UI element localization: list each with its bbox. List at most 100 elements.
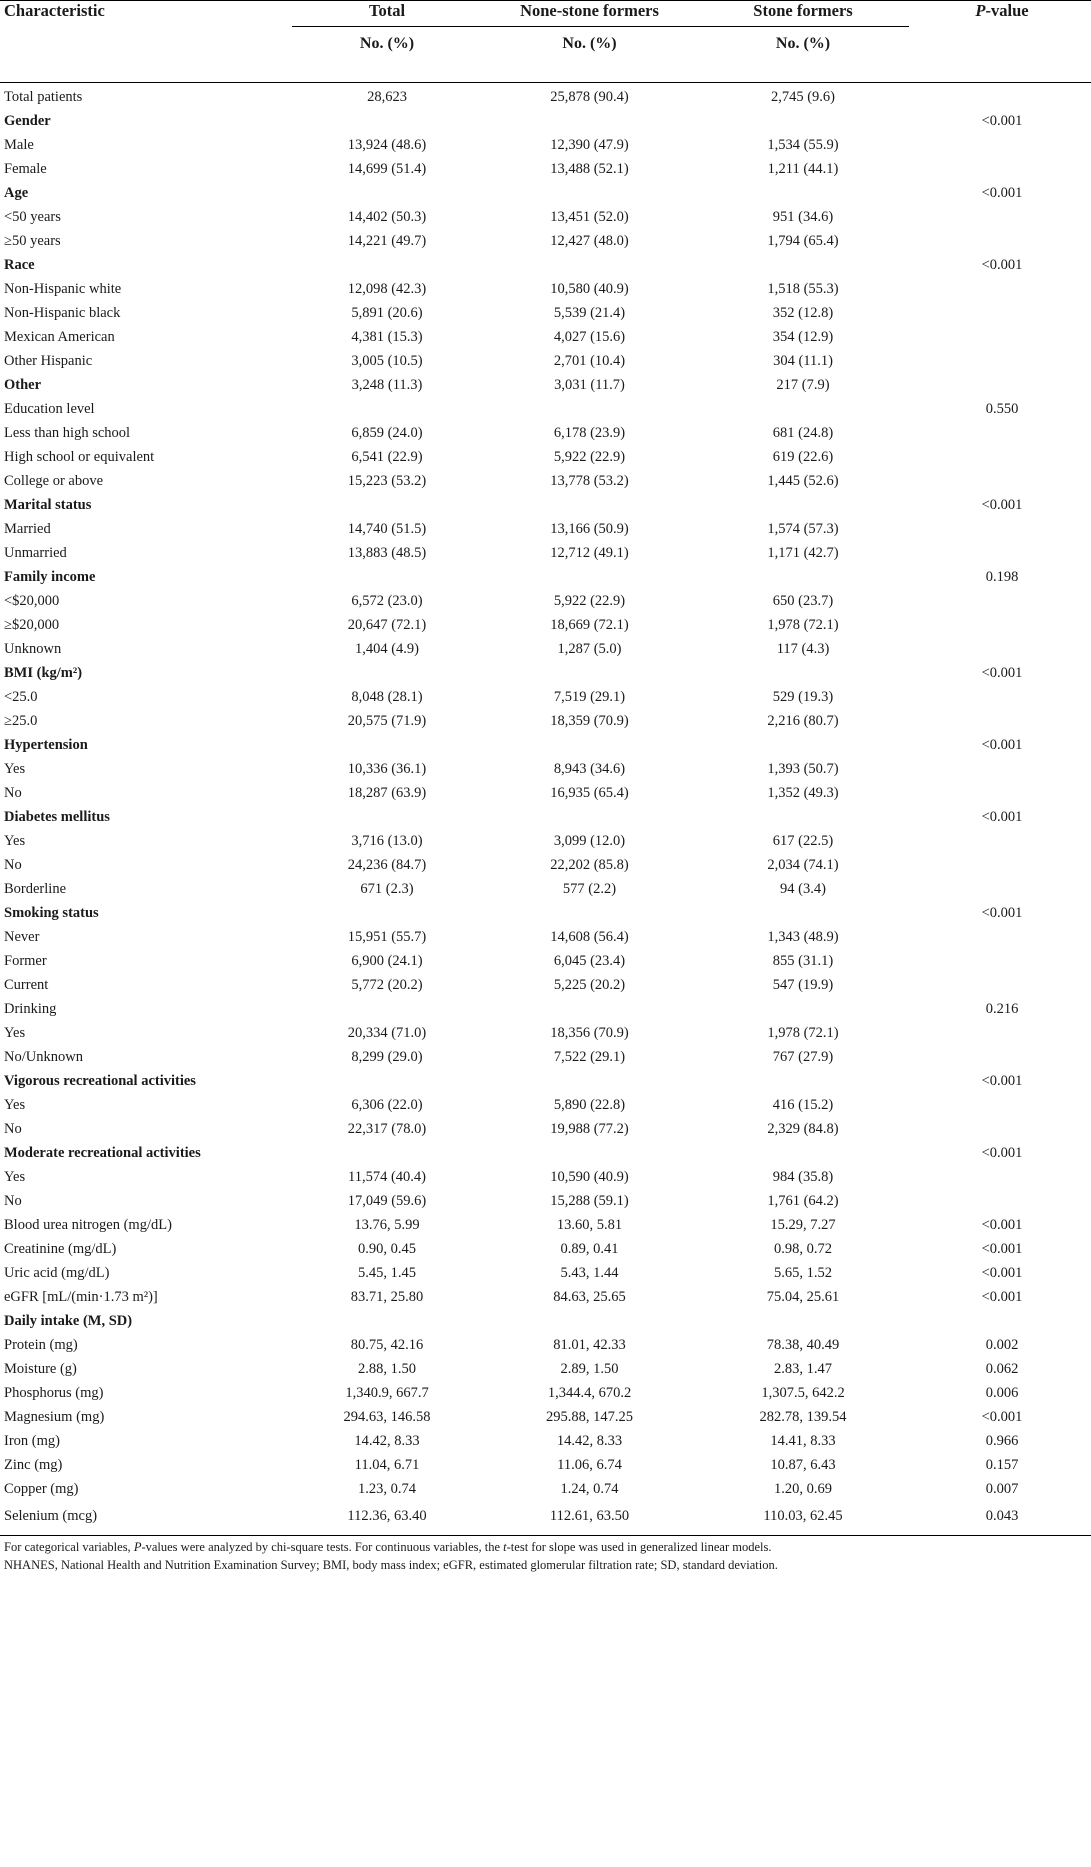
row-label: Former <box>4 953 47 969</box>
table-row: Blood urea nitrogen (mg/dL) 13.76, 5.99 13… <box>0 1213 1091 1237</box>
table-section-row: Daily intake (M, SD) <box>0 1309 1091 1333</box>
row-label: Other Hispanic <box>4 353 93 369</box>
cell-stone: 282.78, 139.54 <box>759 1409 847 1425</box>
cell-total: 83.71, 25.80 <box>350 1289 424 1305</box>
subheader-none-stone: No. (%) <box>482 26 697 83</box>
table-row: Mexican American 4,381 (15.3) 4,027 (15.6)… <box>0 325 1091 349</box>
cell-p-value <box>909 685 1091 709</box>
subheader-total: No. (%) <box>292 26 482 83</box>
cell-p-value <box>909 1309 1091 1333</box>
cell-p-value: 0.002 <box>985 1337 1019 1353</box>
table-row: Uric acid (mg/dL) 5.45, 1.45 5.43, 1.44 5.6… <box>0 1261 1091 1285</box>
cell-none-stone <box>482 733 697 757</box>
row-label: No <box>4 785 22 801</box>
cell-p-value <box>909 157 1091 181</box>
row-label: Male <box>4 137 34 153</box>
cell-none-stone: 16,935 (65.4) <box>550 785 629 801</box>
row-label: Uric acid (mg/dL) <box>4 1265 110 1281</box>
cell-total: 6,900 (24.1) <box>351 953 423 969</box>
table-row: Yes 3,716 (13.0) 3,099 (12.0) 617 (22.5) <box>0 829 1091 853</box>
cell-stone: 1,352 (49.3) <box>767 785 839 801</box>
table-row: ≥50 years 14,221 (49.7) 12,427 (48.0) 1,794… <box>0 229 1091 253</box>
cell-p-value <box>909 829 1091 853</box>
row-label: Education level <box>4 401 95 417</box>
cell-total: 15,223 (53.2) <box>347 473 427 489</box>
table-section-row: BMI (kg/m²) <0.001 <box>0 661 1091 685</box>
row-label: No/Unknown <box>4 1049 83 1065</box>
cell-stone: 650 (23.7) <box>772 593 834 609</box>
table-row: Creatinine (mg/dL) 0.90, 0.45 0.89, 0.41 0.… <box>0 1237 1091 1261</box>
cell-p-value: <0.001 <box>981 497 1023 513</box>
cell-none-stone: 5,922 (22.9) <box>553 593 626 609</box>
table-header: Characteristic Total None-stone formers … <box>0 0 1091 83</box>
cell-total <box>292 733 482 757</box>
cell-stone: 5.65, 1.52 <box>774 1265 832 1281</box>
cell-none-stone <box>482 661 697 685</box>
cell-total: 15,951 (55.7) <box>347 929 427 945</box>
cell-stone: 2,034 (74.1) <box>767 857 839 873</box>
cell-total: 5.45, 1.45 <box>358 1265 416 1281</box>
cell-stone: 1,518 (55.3) <box>767 281 839 297</box>
cell-total: 6,306 (22.0) <box>351 1097 423 1113</box>
table-row: Other Hispanic 3,005 (10.5) 2,701 (10.4) 30… <box>0 349 1091 373</box>
cell-stone <box>697 733 909 757</box>
footnote-t-italic: t <box>503 1540 507 1554</box>
cell-none-stone <box>482 901 697 925</box>
cell-p-value <box>909 445 1091 469</box>
cell-none-stone: 10,580 (40.9) <box>550 281 629 297</box>
cell-none-stone: 1,287 (5.0) <box>557 641 622 657</box>
cell-total <box>292 397 482 421</box>
col-p-value: P-value <box>909 0 1091 27</box>
cell-none-stone <box>482 1309 697 1333</box>
cell-total <box>292 1069 482 1093</box>
cell-p-value <box>909 925 1091 949</box>
cell-p-value: <0.001 <box>981 1241 1023 1257</box>
table-section-row: Other 3,248 (11.3) 3,031 (11.7) 217 (7.9) <box>0 373 1091 397</box>
table-row: Magnesium (mg) 294.63, 146.58 295.88, 147.… <box>0 1405 1091 1429</box>
row-label: No <box>4 1121 22 1137</box>
row-label: Borderline <box>4 881 67 897</box>
cell-none-stone <box>482 397 697 421</box>
cell-stone <box>697 493 909 517</box>
cell-stone: 619 (22.6) <box>772 449 834 465</box>
cell-p-value <box>909 637 1091 661</box>
row-label: Creatinine (mg/dL) <box>4 1241 117 1257</box>
cell-none-stone: 11.06, 6.74 <box>557 1457 622 1473</box>
cell-none-stone <box>482 1141 697 1165</box>
footnote-text: -test for slope was used in generalized … <box>506 1540 772 1554</box>
cell-none-stone: 13,778 (53.2) <box>550 473 629 489</box>
cell-p-value <box>909 589 1091 613</box>
cell-none-stone <box>482 493 697 517</box>
cell-none-stone: 25,878 (90.4) <box>550 89 629 105</box>
cell-stone: 94 (3.4) <box>780 881 826 897</box>
cell-p-value <box>909 517 1091 541</box>
cell-none-stone: 3,031 (11.7) <box>554 377 625 393</box>
cell-stone: 2,216 (80.7) <box>767 713 839 729</box>
table-row: <50 years 14,402 (50.3) 13,451 (52.0) 951 (… <box>0 205 1091 229</box>
table-row: Less than high school 6,859 (24.0) 6,178 (… <box>0 421 1091 445</box>
table-row: Former 6,900 (24.1) 6,045 (23.4) 855 (31.1) <box>0 949 1091 973</box>
cell-total: 3,716 (13.0) <box>351 833 423 849</box>
cell-stone: 2,329 (84.8) <box>767 1121 839 1137</box>
cell-p-value <box>909 83 1091 110</box>
cell-total: 22,317 (78.0) <box>347 1121 427 1137</box>
cell-p-value <box>909 877 1091 901</box>
row-label: Age <box>4 185 29 201</box>
cell-stone: 0.98, 0.72 <box>774 1241 832 1257</box>
cell-none-stone: 5,922 (22.9) <box>553 449 626 465</box>
cell-stone <box>697 1069 909 1093</box>
characteristics-table: Characteristic Total None-stone formers … <box>0 0 1091 1536</box>
p-suffix: -value <box>985 1 1029 20</box>
cell-p-value <box>909 469 1091 493</box>
cell-total: 80.75, 42.16 <box>350 1337 424 1353</box>
row-label: Less than high school <box>4 425 131 441</box>
cell-p-value: <0.001 <box>981 1145 1023 1161</box>
cell-p-value <box>909 1093 1091 1117</box>
cell-stone: 117 (4.3) <box>776 641 830 657</box>
cell-p-value <box>909 949 1091 973</box>
cell-stone <box>697 565 909 589</box>
cell-p-value: 0.043 <box>909 1501 1091 1536</box>
footnote-text: For categorical variables, <box>4 1540 134 1554</box>
row-label: Race <box>4 257 35 273</box>
cell-stone: 1,307.5, 642.2 <box>761 1385 845 1401</box>
